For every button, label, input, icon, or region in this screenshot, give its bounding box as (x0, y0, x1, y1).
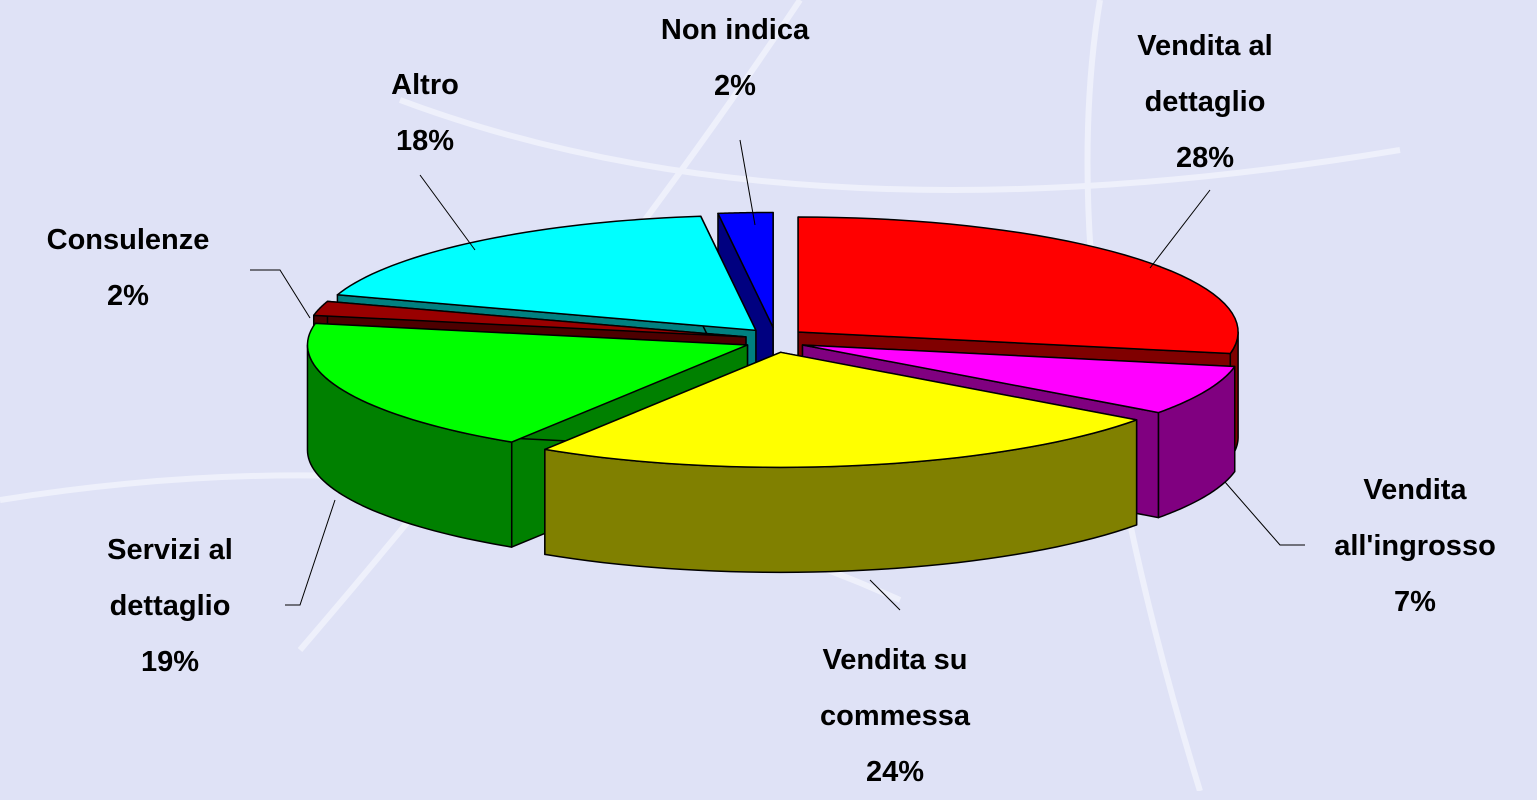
leader-line (250, 269, 311, 319)
leader-line (285, 499, 336, 606)
slice-top (544, 351, 1138, 469)
slice-top (797, 216, 1239, 355)
value-label: 19% (140, 646, 200, 678)
value-label: 2% (714, 70, 756, 102)
category-label: Vendita all'ingrosso (1334, 474, 1496, 562)
value-label: 2% (107, 280, 149, 312)
slice-label: Altro 18% (350, 57, 500, 169)
slice-top (312, 300, 747, 338)
leader-line (1224, 481, 1305, 546)
value-label: 28% (1175, 142, 1235, 174)
slice-top (801, 344, 1236, 414)
slice-label: Servizi al dettaglio 19% (65, 522, 275, 690)
category-label: Vendita su commessa (820, 644, 970, 732)
slice-label: Non indica 2% (615, 2, 855, 114)
value-label: 18% (395, 125, 455, 157)
leader-line (1149, 189, 1211, 269)
category-label: Vendita al dettaglio (1137, 30, 1273, 118)
slice-label: Vendita su commessa 24% (775, 632, 1015, 800)
slice-label: Vendita al dettaglio 28% (1090, 18, 1320, 186)
slice-label: Consulenze 2% (0, 212, 258, 324)
slice-top (717, 211, 774, 329)
leader-line (869, 579, 901, 611)
slice-top (306, 322, 749, 443)
category-label: Servizi al dettaglio (107, 534, 233, 622)
slice (544, 351, 1138, 574)
slice-top (336, 215, 757, 332)
category-label: Non indica (660, 14, 810, 46)
leader-line (739, 139, 756, 226)
category-label: Altro (391, 69, 459, 101)
value-label: 24% (865, 756, 925, 788)
value-label: 7% (1394, 586, 1436, 618)
leader-line (419, 174, 476, 251)
category-label: Consulenze (46, 224, 210, 256)
slice-label: Vendita all'ingrosso 7% (1295, 462, 1535, 630)
